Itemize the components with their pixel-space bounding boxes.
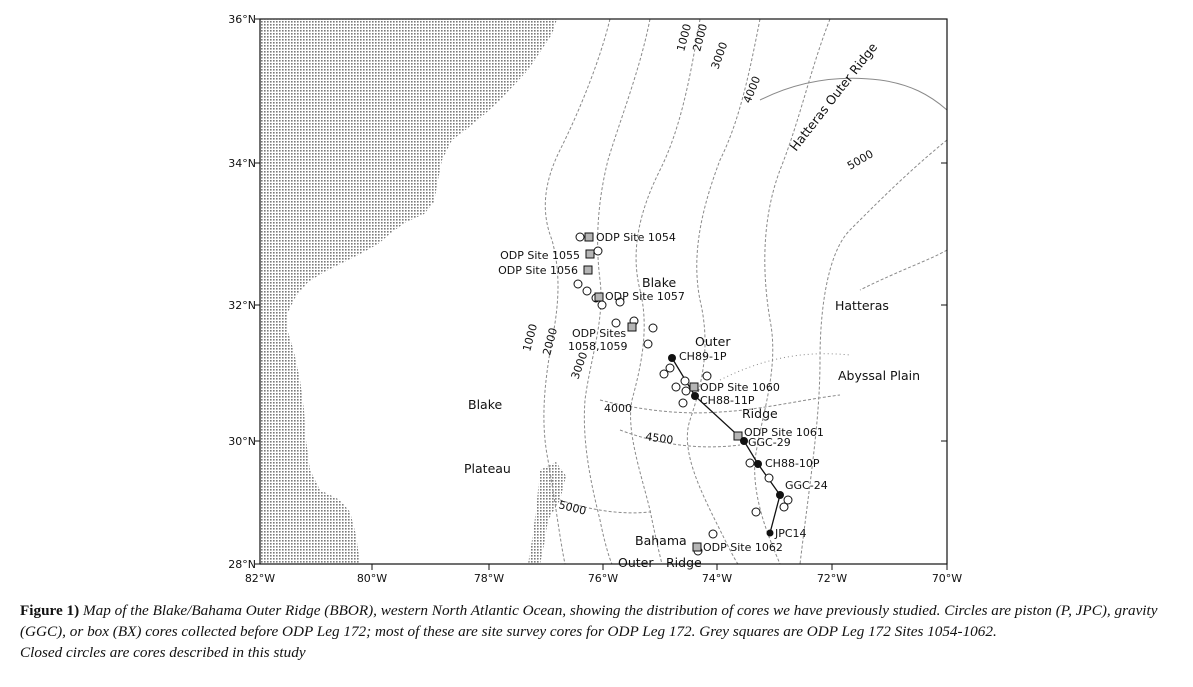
lat-label: 28°N <box>228 558 256 571</box>
contour-4000-line <box>759 77 947 111</box>
lat-label: 34°N <box>228 157 256 170</box>
depth-contours <box>543 19 947 564</box>
contour-dotted <box>719 353 851 381</box>
bahama-bank <box>528 462 566 564</box>
core-label: CH88-11P <box>700 394 755 407</box>
contour-label: 3000 <box>569 350 591 381</box>
caption-tail: Closed circles are cores described in th… <box>20 644 306 661</box>
odp-site-label: ODP Sites <box>572 327 626 340</box>
axis-ticks <box>255 18 948 570</box>
closed-core-circles <box>668 354 784 537</box>
core-label: GGC-24 <box>785 479 828 492</box>
region-label: Ridge <box>742 406 778 421</box>
odp-site-label: ODP Site 1061 <box>744 426 824 439</box>
lon-label: 72°W <box>817 572 847 585</box>
caption-label: Figure 1) <box>20 602 80 619</box>
region-label: Blake <box>468 397 503 412</box>
lat-label: 36°N <box>228 13 256 26</box>
lat-label: 32°N <box>228 299 256 312</box>
contour-label: 5000 <box>845 147 876 172</box>
region-label: Ridge <box>666 555 702 570</box>
odp-site-squares <box>583 232 743 552</box>
lat-label: 30°N <box>228 435 256 448</box>
figure-caption: Figure 1) Map of the Blake/Bahama Outer … <box>20 600 1180 663</box>
caption-text: Map of the Blake/Bahama Outer Ridge (BBO… <box>20 602 1158 640</box>
odp-site-label: 1058,1059 <box>568 340 628 353</box>
lon-label: 76°W <box>588 572 618 585</box>
contour-label: 4000 <box>604 402 632 415</box>
odp-site-label: ODP Site 1055 <box>500 249 580 262</box>
odp-site-label: ODP Site 1060 <box>700 381 780 394</box>
contour-label: 4500 <box>645 430 675 447</box>
core-label: GGC-29 <box>748 436 791 449</box>
region-label: Plateau <box>464 461 511 476</box>
odp-site-label: ODP Site 1057 <box>605 290 685 303</box>
region-label: Blake <box>642 275 677 290</box>
region-label: Outer <box>695 334 731 349</box>
open-core-circles <box>573 232 793 556</box>
contour-label: 3000 <box>709 40 731 71</box>
region-label: Bahama <box>635 533 687 548</box>
region-label: Abyssal Plain <box>838 368 920 383</box>
core-label: JPC14 <box>774 527 807 540</box>
region-label: Outer <box>618 555 654 570</box>
core-label: CH88-10P <box>765 457 820 470</box>
contour-label: 4000 <box>741 74 764 105</box>
region-label: Hatteras Outer Ridge <box>787 40 881 154</box>
contour-label: 5000 <box>557 498 587 517</box>
odp-site-label: ODP Site 1054 <box>596 231 676 244</box>
contour-label: 2000 <box>540 326 560 356</box>
odp-site-label: ODP Site 1062 <box>703 541 783 554</box>
bbor-map: 36°N 34°N 32°N 30°N 28°N 82°W 80°W 78°W … <box>228 13 962 585</box>
lon-label: 70°W <box>932 572 962 585</box>
contour-label: 1000 <box>520 322 540 352</box>
lon-label: 80°W <box>357 572 387 585</box>
land-mass <box>260 19 557 564</box>
region-label: Hatteras <box>835 298 889 313</box>
odp-site-label: ODP Site 1056 <box>498 264 578 277</box>
lon-label: 74°W <box>702 572 732 585</box>
core-label: CH89-1P <box>679 350 727 363</box>
lon-label: 78°W <box>474 572 504 585</box>
lon-label: 82°W <box>245 572 275 585</box>
